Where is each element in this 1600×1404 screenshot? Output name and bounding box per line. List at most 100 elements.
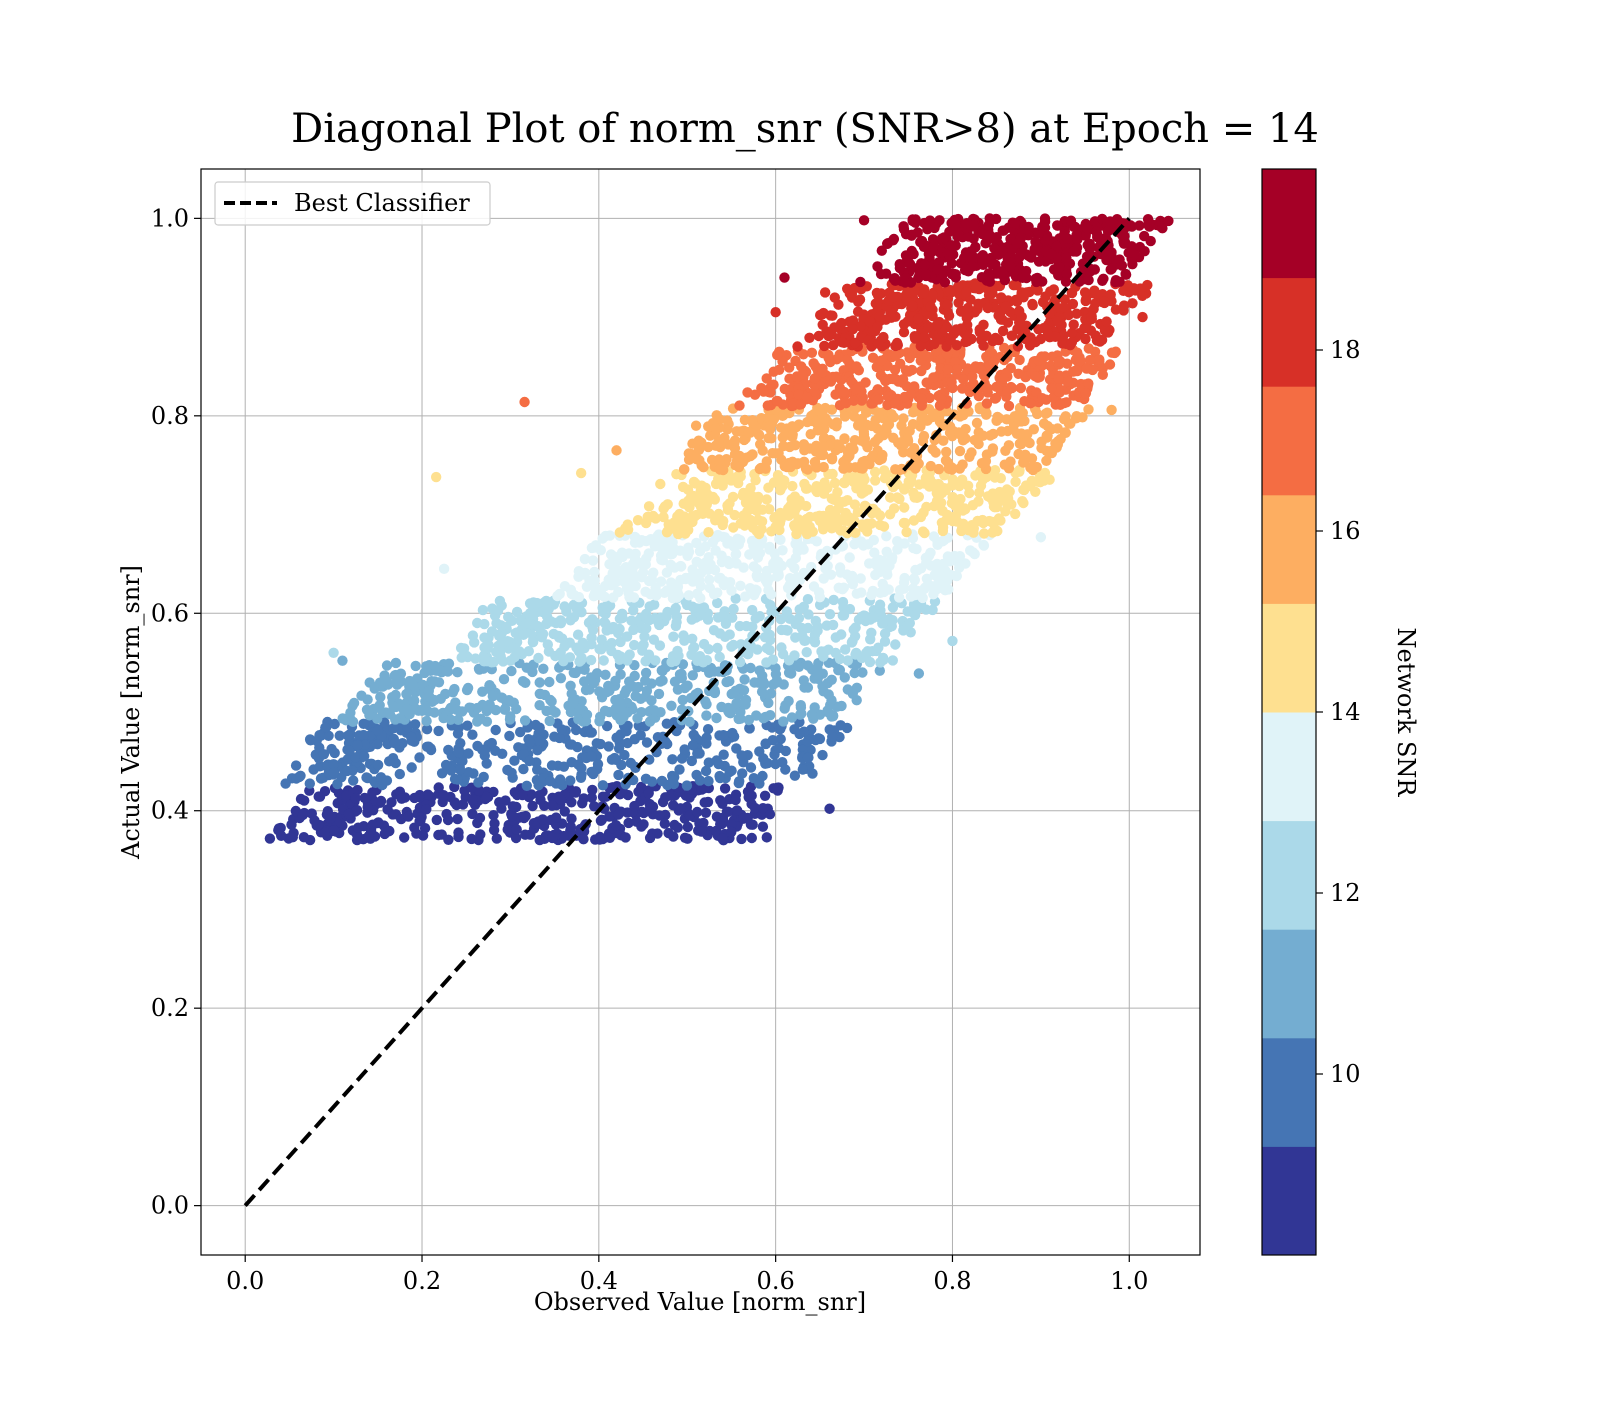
data-point bbox=[911, 492, 923, 503]
data-point bbox=[961, 286, 972, 298]
data-point bbox=[717, 610, 728, 622]
data-point bbox=[687, 511, 698, 522]
data-point bbox=[542, 639, 553, 650]
data-point bbox=[295, 770, 306, 781]
data-point bbox=[665, 559, 676, 570]
data-point bbox=[712, 642, 723, 654]
colorbar-label: Network SNR bbox=[1392, 628, 1420, 798]
data-point bbox=[779, 383, 790, 395]
data-point bbox=[772, 395, 783, 407]
data-point bbox=[891, 337, 903, 349]
data-point bbox=[344, 745, 355, 756]
data-point bbox=[534, 700, 545, 711]
data-point bbox=[350, 752, 361, 763]
data-point bbox=[887, 602, 899, 613]
data-point bbox=[573, 714, 584, 725]
data-point bbox=[940, 585, 951, 596]
data-point bbox=[734, 776, 745, 787]
data-point bbox=[1083, 274, 1094, 286]
data-point bbox=[1053, 356, 1065, 367]
data-point bbox=[629, 670, 640, 682]
data-point bbox=[839, 433, 850, 445]
data-point bbox=[635, 729, 646, 741]
data-point bbox=[649, 599, 660, 610]
data-point bbox=[532, 764, 543, 775]
data-point bbox=[881, 421, 892, 433]
data-point bbox=[337, 713, 348, 724]
data-point bbox=[728, 603, 739, 615]
data-point bbox=[880, 375, 891, 387]
data-point bbox=[907, 300, 918, 312]
data-point bbox=[672, 822, 683, 833]
data-point bbox=[1033, 324, 1044, 335]
data-point bbox=[587, 784, 598, 796]
data-point bbox=[527, 800, 538, 812]
data-point bbox=[358, 718, 369, 729]
data-point bbox=[691, 537, 702, 549]
data-point bbox=[621, 582, 633, 594]
data-point bbox=[709, 687, 721, 698]
data-point bbox=[1068, 319, 1079, 330]
data-point bbox=[614, 623, 625, 635]
data-point bbox=[1122, 280, 1134, 291]
data-point bbox=[951, 364, 963, 375]
data-point bbox=[600, 618, 611, 629]
data-point bbox=[1058, 414, 1070, 425]
data-point bbox=[287, 832, 298, 843]
data-point bbox=[595, 545, 606, 556]
data-point bbox=[308, 764, 319, 775]
data-point bbox=[813, 587, 825, 598]
data-point bbox=[496, 692, 507, 703]
data-point bbox=[776, 642, 787, 653]
data-point bbox=[421, 715, 432, 727]
data-point bbox=[884, 509, 896, 520]
data-point bbox=[962, 302, 974, 314]
data-point bbox=[547, 832, 558, 844]
data-point bbox=[1051, 241, 1062, 252]
data-point bbox=[589, 801, 600, 812]
data-point bbox=[677, 694, 688, 706]
data-point bbox=[933, 464, 944, 475]
data-point bbox=[474, 812, 486, 824]
data-point bbox=[792, 546, 803, 557]
data-point bbox=[394, 768, 405, 780]
data-point bbox=[632, 713, 643, 724]
data-point bbox=[1104, 359, 1116, 370]
data-point bbox=[970, 242, 981, 253]
data-point bbox=[786, 712, 798, 723]
data-point bbox=[757, 821, 769, 832]
data-point bbox=[714, 770, 725, 782]
data-point bbox=[857, 476, 869, 487]
data-point bbox=[694, 496, 705, 508]
data-point bbox=[920, 552, 932, 564]
data-point bbox=[984, 230, 995, 241]
data-point bbox=[786, 668, 797, 679]
data-point bbox=[481, 758, 492, 769]
data-point bbox=[710, 478, 722, 490]
data-point bbox=[524, 736, 536, 748]
data-point bbox=[686, 490, 698, 501]
data-point bbox=[558, 830, 569, 842]
data-point bbox=[767, 735, 778, 746]
data-point bbox=[745, 514, 756, 526]
data-point bbox=[403, 811, 414, 822]
data-point bbox=[555, 794, 566, 805]
data-point bbox=[942, 364, 954, 375]
data-point bbox=[594, 686, 605, 697]
data-point bbox=[542, 598, 553, 609]
data-point bbox=[625, 591, 636, 603]
data-point bbox=[452, 728, 464, 739]
data-point bbox=[576, 762, 587, 774]
data-point bbox=[566, 813, 577, 824]
data-point bbox=[938, 232, 950, 243]
data-point bbox=[1010, 508, 1021, 520]
data-point bbox=[585, 654, 597, 666]
data-point bbox=[1157, 223, 1168, 234]
data-point bbox=[676, 753, 688, 764]
data-point bbox=[806, 709, 818, 720]
data-point bbox=[481, 705, 492, 717]
data-point bbox=[613, 743, 625, 754]
data-point bbox=[1014, 252, 1025, 263]
data-point bbox=[523, 646, 534, 657]
data-point bbox=[1067, 298, 1079, 310]
